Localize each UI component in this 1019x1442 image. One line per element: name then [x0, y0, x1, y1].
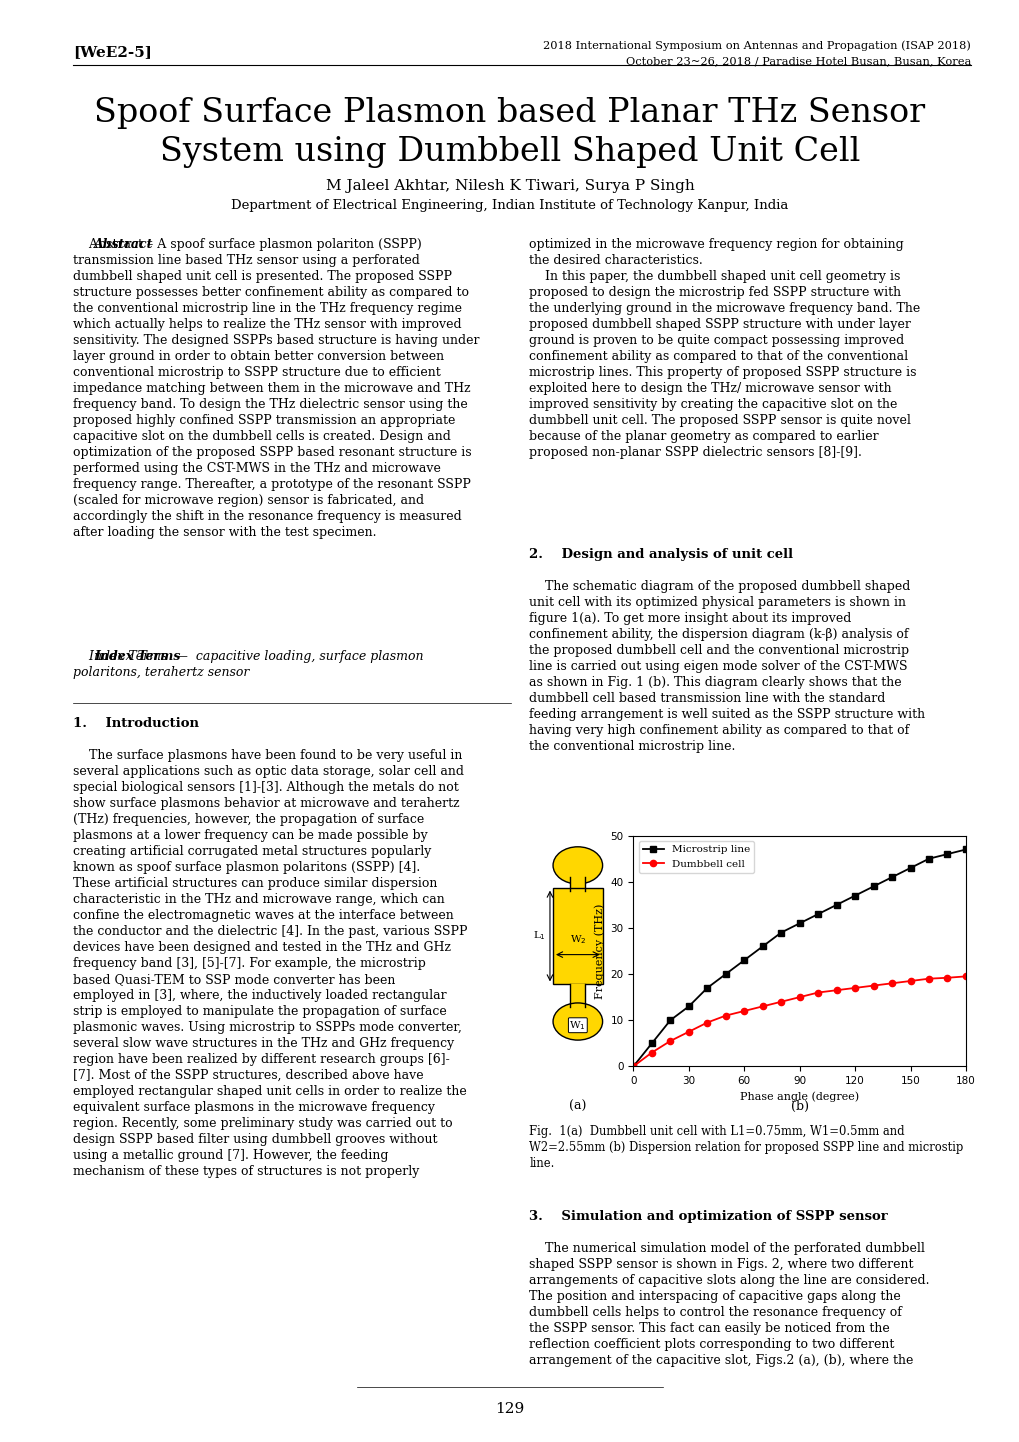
Microstrip line — [959, 841, 971, 858]
Text: Spoof Surface Plasmon based Planar THz Sensor: Spoof Surface Plasmon based Planar THz S… — [95, 97, 924, 128]
Text: The schematic diagram of the proposed dumbbell shaped
unit cell with its optimiz: The schematic diagram of the proposed du… — [529, 580, 924, 753]
Text: W$_1$: W$_1$ — [569, 1019, 586, 1031]
Dumbbell cell — [829, 982, 842, 999]
Ellipse shape — [552, 1004, 602, 1040]
Text: Department of Electrical Engineering, Indian Institute of Technology Kanpur, Ind: Department of Electrical Engineering, In… — [231, 199, 788, 212]
Microstrip line — [886, 868, 898, 885]
Line: Microstrip line: Microstrip line — [630, 846, 968, 1070]
Text: 2.    Design and analysis of unit cell: 2. Design and analysis of unit cell — [529, 548, 793, 561]
Y-axis label: Frequency (THz): Frequency (THz) — [594, 903, 604, 999]
Text: W$_2$: W$_2$ — [569, 933, 586, 946]
Dumbbell cell — [959, 968, 971, 985]
Text: optimized in the microwave frequency region for obtaining
the desired characteri: optimized in the microwave frequency reg… — [529, 238, 920, 459]
Microstrip line — [627, 1058, 639, 1076]
Text: M Jaleel Akhtar, Nilesh K Tiwari, Surya P Singh: M Jaleel Akhtar, Nilesh K Tiwari, Surya … — [325, 179, 694, 193]
X-axis label: Phase angle (degree): Phase angle (degree) — [740, 1092, 858, 1102]
Text: Abstract: Abstract — [94, 238, 153, 251]
Microstrip line — [866, 878, 878, 895]
Legend: Microstrip line, Dumbbell cell: Microstrip line, Dumbbell cell — [638, 841, 754, 872]
Text: Fig.  1(a)  Dumbbell unit cell with L1=0.75mm, W1=0.5mm and
W2=2.55mm (b) Disper: Fig. 1(a) Dumbbell unit cell with L1=0.7… — [529, 1126, 963, 1171]
Dumbbell cell — [886, 975, 898, 992]
Dumbbell cell — [866, 978, 878, 995]
Dumbbell cell — [904, 972, 916, 989]
Dumbbell cell — [738, 1002, 750, 1019]
Text: 2018 International Symposium on Antennas and Propagation (ISAP 2018): 2018 International Symposium on Antennas… — [543, 40, 970, 50]
Line: Dumbbell cell: Dumbbell cell — [630, 973, 968, 1070]
Microstrip line — [700, 979, 712, 996]
Dumbbell cell — [627, 1058, 639, 1076]
Microstrip line — [738, 952, 750, 969]
Microstrip line — [904, 859, 916, 877]
Dumbbell cell — [811, 983, 823, 1001]
Bar — [570, 985, 585, 1007]
Dumbbell cell — [719, 1007, 732, 1024]
Dumbbell cell — [645, 1044, 657, 1061]
Microstrip line — [793, 914, 805, 932]
Text: Index Terms: Index Terms — [94, 650, 180, 663]
Dumbbell cell — [682, 1024, 694, 1041]
Microstrip line — [719, 966, 732, 983]
Microstrip line — [941, 845, 953, 862]
Text: The surface plasmons have been found to be very useful in
several applications s: The surface plasmons have been found to … — [73, 750, 468, 1178]
Text: (a): (a) — [569, 1100, 586, 1113]
Dumbbell cell — [848, 979, 860, 996]
Text: (b): (b) — [790, 1100, 808, 1113]
Dumbbell cell — [922, 970, 934, 988]
Microstrip line — [848, 887, 860, 904]
Bar — [552, 888, 602, 985]
Dumbbell cell — [774, 994, 787, 1011]
Microstrip line — [774, 924, 787, 942]
Microstrip line — [756, 937, 768, 955]
Microstrip line — [663, 1012, 676, 1030]
Dumbbell cell — [793, 989, 805, 1007]
Text: System using Dumbbell Shaped Unit Cell: System using Dumbbell Shaped Unit Cell — [160, 136, 859, 167]
Text: October 23~26, 2018 / Paradise Hotel Busan, Busan, Korea: October 23~26, 2018 / Paradise Hotel Bus… — [625, 56, 970, 66]
Text: [WeE2-5]: [WeE2-5] — [73, 45, 152, 59]
Text: 129: 129 — [495, 1402, 524, 1416]
Microstrip line — [811, 906, 823, 923]
Dumbbell cell — [700, 1014, 712, 1031]
Text: Abstract – A spoof surface plasmon polariton (SSPP)
transmission line based THz : Abstract – A spoof surface plasmon polar… — [73, 238, 480, 539]
Text: 1.    Introduction: 1. Introduction — [73, 718, 200, 731]
Microstrip line — [829, 897, 842, 914]
Text: 3.    Simulation and optimization of SSPP sensor: 3. Simulation and optimization of SSPP s… — [529, 1210, 888, 1223]
Dumbbell cell — [941, 969, 953, 986]
Text: The numerical simulation model of the perforated dumbbell
shaped SSPP sensor is : The numerical simulation model of the pe… — [529, 1242, 929, 1367]
Microstrip line — [922, 851, 934, 868]
Text: Index Terms  —  capacitive loading, surface plasmon
polaritons, terahertz sensor: Index Terms — capacitive loading, surfac… — [73, 650, 424, 679]
Text: L$_1$: L$_1$ — [532, 930, 545, 943]
Ellipse shape — [552, 846, 602, 884]
Microstrip line — [645, 1035, 657, 1053]
Dumbbell cell — [756, 998, 768, 1015]
Dumbbell cell — [663, 1032, 676, 1050]
Microstrip line — [682, 998, 694, 1015]
Bar — [570, 872, 585, 891]
